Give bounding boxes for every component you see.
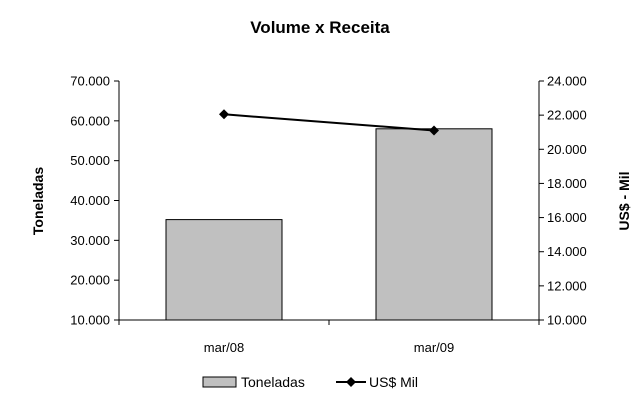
legend-marker-us-mil: [346, 377, 356, 387]
legend: Toneladas US$ Mil: [202, 374, 418, 390]
legend-label-us-mil: US$ Mil: [369, 374, 418, 390]
y-tick-label: 60.000: [70, 113, 110, 128]
line-point-1: [429, 125, 439, 136]
y2-tick-label: 12.000: [547, 278, 587, 293]
x-tick-label: mar/08: [204, 340, 244, 355]
y2-tick-label: 18.000: [547, 176, 587, 191]
plot-area: 10.000 20.000 30.000 40.000 50.000 60.000 70.0…: [70, 74, 587, 356]
y-tick-label: 50.000: [70, 153, 110, 168]
y-tick-label: 30.000: [70, 233, 110, 248]
chart-title: Volume x Receita: [250, 18, 390, 37]
x-tick-label: mar/09: [414, 340, 454, 355]
legend-swatch-toneladas: [202, 376, 237, 388]
bar-toneladas-0: [165, 219, 283, 321]
y2-tick-label: 20.000: [547, 142, 587, 157]
line-us-mil: [223, 113, 435, 132]
y-tick-label: 70.000: [70, 74, 110, 89]
y-tick-label: 40.000: [70, 193, 110, 208]
bar-toneladas-1: [375, 128, 493, 321]
y2-tick-label: 10.000: [547, 313, 587, 328]
y-axis-title: Toneladas: [30, 167, 46, 235]
y2-tick-label: 16.000: [547, 210, 587, 225]
y2-tick-label: 14.000: [547, 244, 587, 259]
legend-label-toneladas: Toneladas: [241, 374, 305, 390]
line-point-0: [219, 109, 229, 120]
y-tick-label: 10.000: [70, 313, 110, 328]
y2-axis-title: US$ - Mil: [616, 171, 632, 230]
y2-tick-label: 22.000: [547, 108, 587, 123]
y2-tick-label: 24.000: [547, 74, 587, 89]
y-tick-label: 20.000: [70, 273, 110, 288]
